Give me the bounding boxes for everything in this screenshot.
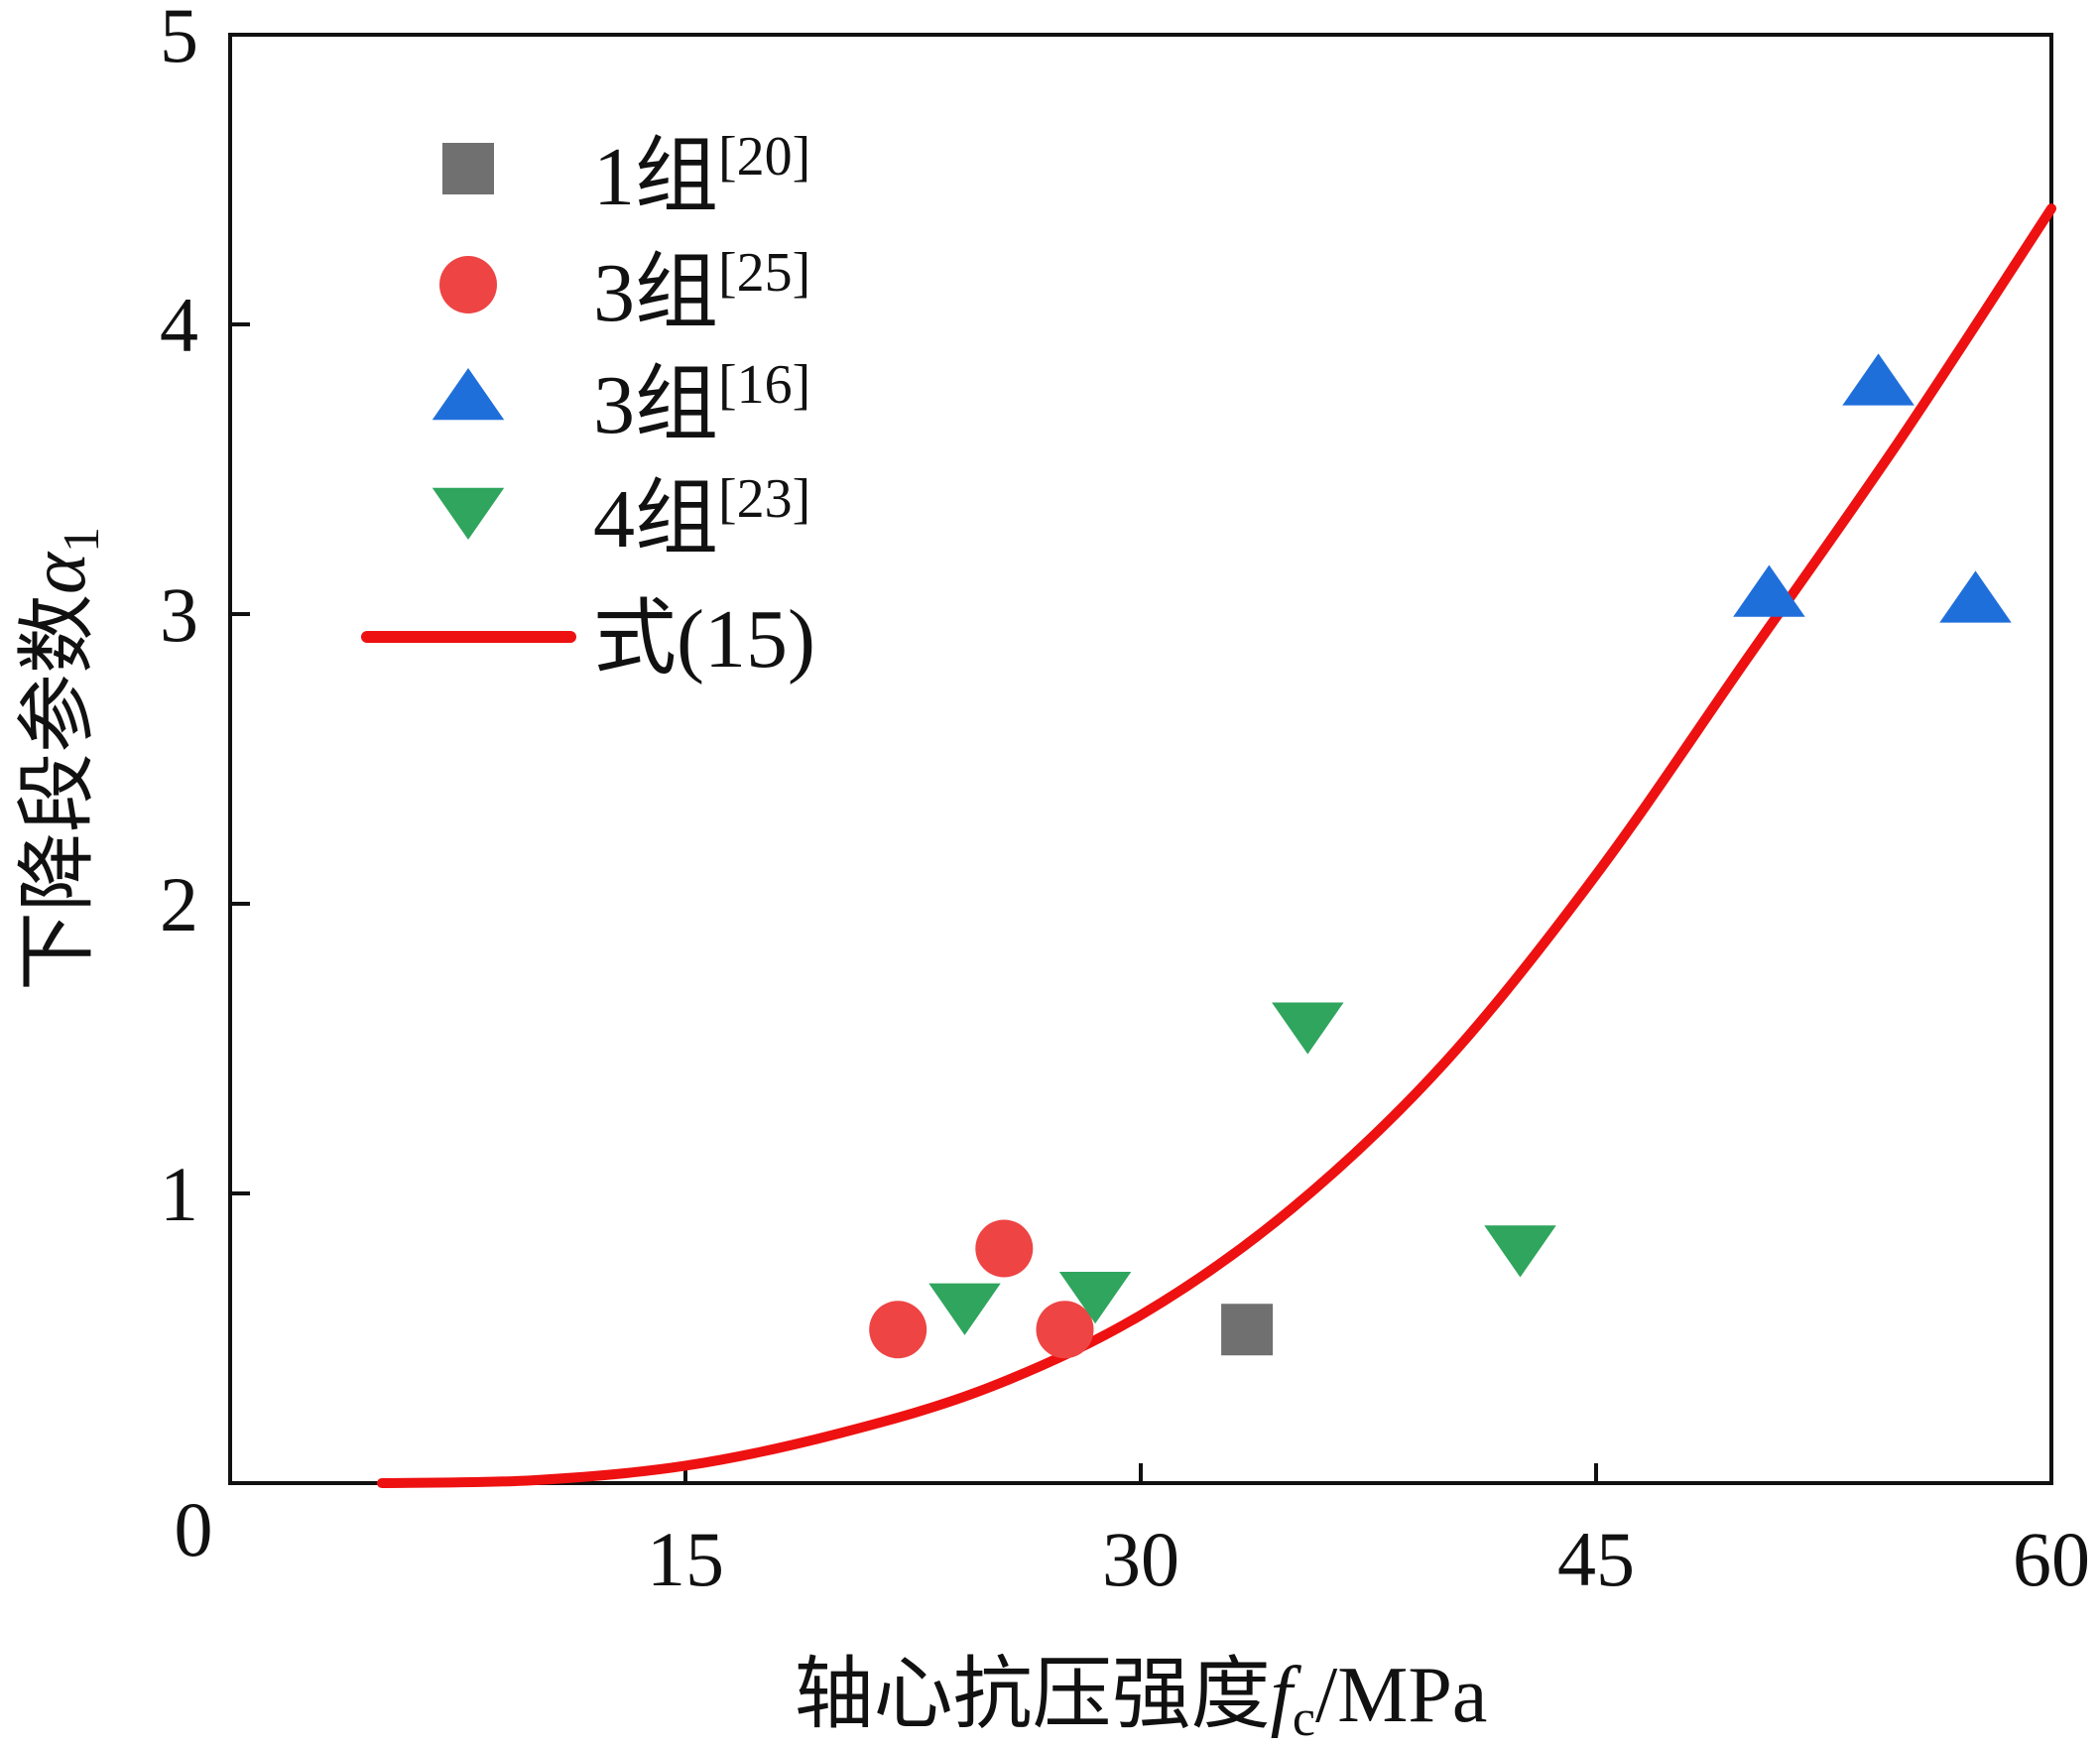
y-tick-label: 5: [160, 0, 198, 78]
legend-marker-triangle-down: [432, 487, 505, 540]
plot-frame: [228, 33, 2053, 1485]
circle-point: [869, 1301, 927, 1359]
y-axis-title: 下降段参数α1: [15, 527, 110, 991]
legend: 1组[20] 3组[25] 3组[16] 4组[23] 式(15): [361, 126, 815, 686]
x-tick-label: 30: [1102, 1516, 1179, 1602]
legend-marker-triangle-up: [432, 368, 505, 421]
x-tick-label: 60: [2013, 1516, 2090, 1602]
fit-curve-line: [377, 203, 2056, 1488]
legend-label: 1组[20]: [593, 126, 810, 223]
legend-marker-circle: [439, 256, 497, 313]
x-axis-title: 轴心抗压强度fc/MPa: [795, 1652, 1488, 1747]
triangle-down-point: [1058, 1272, 1132, 1324]
circle-point: [1036, 1301, 1094, 1359]
square-point: [1221, 1304, 1274, 1356]
x-tick-label: 45: [1557, 1516, 1635, 1602]
legend-marker-square: [442, 143, 494, 194]
legend-label: 3组[16]: [593, 354, 810, 451]
x-tick-label: 15: [647, 1516, 724, 1602]
legend-label-curve: 式(15): [593, 593, 815, 686]
y-ticks: 1 2 3 4 5: [160, 0, 250, 1237]
triangle-down-point: [1272, 1002, 1344, 1055]
triangle-down-point: [928, 1283, 1001, 1335]
triangle-up-point: [1842, 353, 1915, 406]
y-tick-label: 4: [160, 282, 198, 368]
y-tick-label: 2: [160, 861, 198, 947]
legend-label: 4组[23]: [593, 468, 810, 565]
x-tick-label: 0: [175, 1486, 213, 1572]
triangle-down-point: [1484, 1225, 1556, 1278]
y-tick-label: 1: [160, 1151, 198, 1237]
triangle-up-point: [1733, 564, 1805, 617]
triangle-up-point: [1939, 570, 2012, 623]
y-tick-label: 3: [160, 571, 198, 658]
circle-point: [975, 1219, 1034, 1278]
x-ticks: 0 15 30 45 60: [175, 1463, 2090, 1602]
data-points: [869, 353, 2012, 1359]
legend-label: 3组[25]: [593, 242, 810, 339]
